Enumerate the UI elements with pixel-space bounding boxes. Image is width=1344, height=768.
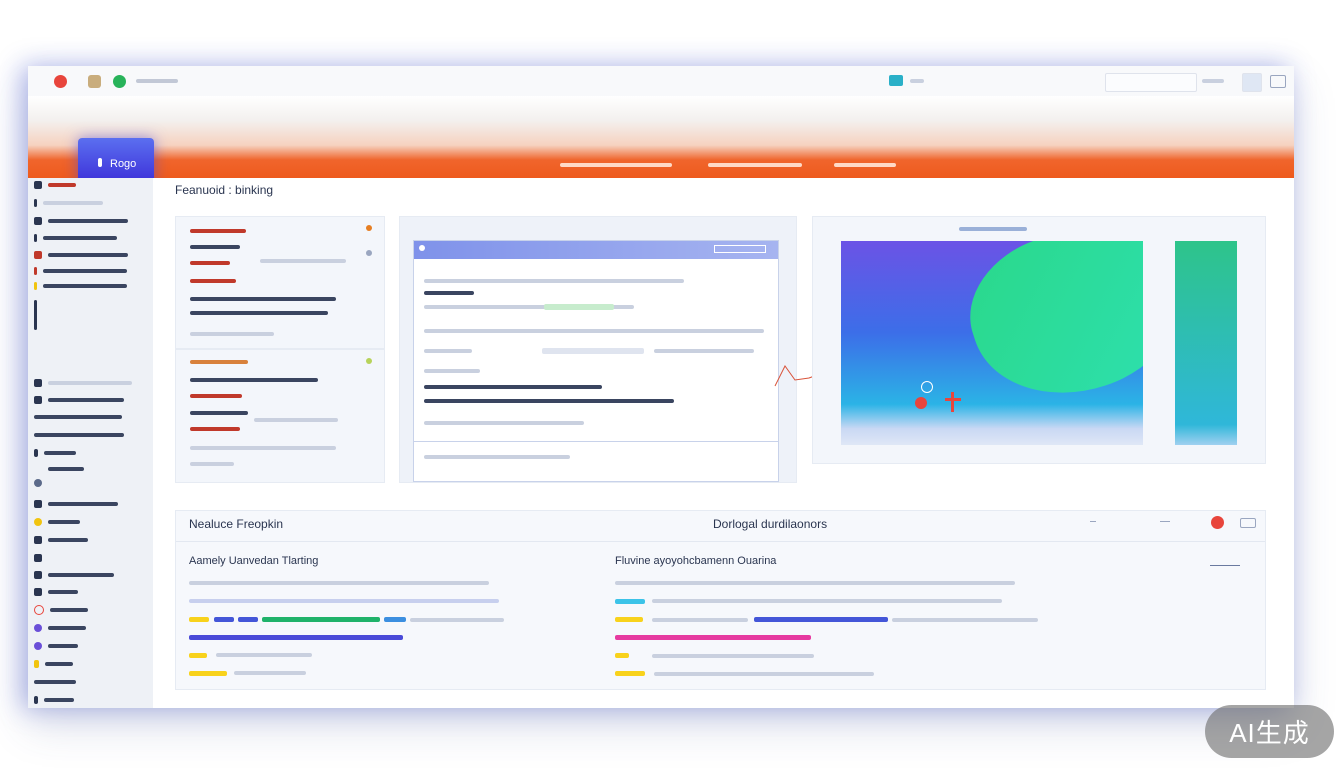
info-card-2[interactable] <box>175 349 385 483</box>
legend-bar <box>189 671 227 676</box>
chart-section-title: Aamely Uanvedan Tlarting <box>189 555 319 567</box>
legend-bar <box>238 617 258 622</box>
gradient-image <box>841 241 1143 445</box>
document-window[interactable] <box>413 240 779 482</box>
title-bar <box>28 66 1294 97</box>
progress-bar-indigo <box>754 617 888 622</box>
sidebar-item-20[interactable] <box>34 568 114 582</box>
sidebar-item-6[interactable] <box>34 264 127 278</box>
sidebar-item-4[interactable] <box>34 231 117 245</box>
logo-button[interactable]: Rogo <box>78 138 154 184</box>
bottom-section: Nealuce Freopkin Dorlogal durdilaonors A… <box>175 510 1266 690</box>
sidebar-item-15[interactable] <box>34 476 42 490</box>
green-dot-icon[interactable] <box>113 75 126 88</box>
close-dot-icon[interactable] <box>54 75 67 88</box>
sidebar-item-24[interactable] <box>34 639 78 653</box>
sidebar-item-5[interactable] <box>34 248 128 262</box>
progress-bar-magenta <box>615 635 811 640</box>
minimize-icon[interactable] <box>1160 521 1170 522</box>
settings-icon[interactable] <box>1270 75 1286 88</box>
info-card-1[interactable] <box>175 216 385 349</box>
legend-bar <box>189 617 209 622</box>
sidebar-item-9[interactable] <box>34 376 132 390</box>
sidebar-item-16[interactable] <box>34 497 118 511</box>
status-dot-icon <box>366 358 372 364</box>
account-label <box>1202 79 1224 83</box>
document-toolbar[interactable] <box>714 245 766 253</box>
legend-bar <box>189 653 207 658</box>
tripod-icon <box>951 392 954 412</box>
sidebar-item-27[interactable] <box>34 693 74 707</box>
sidebar-item-22[interactable] <box>34 603 88 617</box>
sidebar-item-18[interactable] <box>34 533 88 547</box>
legend-bar <box>214 617 234 622</box>
right-section-title: Fluvine ayoyohcbamenn Ouarina <box>615 555 777 567</box>
legend-bar <box>615 671 645 676</box>
progress-bar-blue <box>189 635 403 640</box>
legend-bar <box>615 653 629 658</box>
bottom-left-title: Nealuce Freopkin <box>189 517 284 531</box>
bottom-center-title: Dorlogal durdilaonors <box>713 517 828 531</box>
plant-icon <box>34 181 42 189</box>
sidebar-item-10[interactable] <box>34 393 124 407</box>
sidebar-item-25[interactable] <box>34 657 73 671</box>
sidebar-item-23[interactable] <box>34 621 86 635</box>
collapse-icon[interactable] <box>1090 521 1096 522</box>
mic-icon <box>98 158 102 167</box>
target-circle-icon <box>921 381 933 393</box>
blob-shape <box>951 241 1143 420</box>
expand-icon[interactable] <box>1240 518 1256 528</box>
sidebar-item-26[interactable] <box>34 675 76 689</box>
app-window: Rogo Feanuoid : binking <box>28 66 1294 708</box>
sidebar-item-7[interactable] <box>34 279 127 293</box>
side-image <box>1175 241 1237 445</box>
chat-icon[interactable] <box>889 75 903 86</box>
logo-label: Rogo <box>110 158 137 170</box>
sort-icon[interactable] <box>1210 557 1240 566</box>
record-icon[interactable] <box>1211 516 1224 529</box>
sidebar-item-17[interactable] <box>34 515 80 529</box>
watermark-badge: AI生成 <box>1205 705 1334 758</box>
sidebar-item-12[interactable] <box>34 428 124 442</box>
document-titlebar <box>414 241 778 259</box>
sidebar-item-11[interactable] <box>34 410 122 424</box>
app-title <box>136 79 178 83</box>
sidebar-item-21[interactable] <box>34 585 78 599</box>
status-dot-icon <box>366 225 372 231</box>
legend-bar <box>615 617 643 622</box>
pin-icon[interactable] <box>915 397 927 409</box>
chat-label <box>910 79 924 83</box>
sidebar-item-3[interactable] <box>34 214 128 228</box>
progress-bar-green <box>262 617 380 622</box>
main-content: Feanuoid : binking <box>153 178 1294 708</box>
sidebar-item-2[interactable] <box>34 196 103 210</box>
search-input[interactable] <box>1105 73 1197 92</box>
folder-icon[interactable] <box>88 75 101 88</box>
sidebar-item-14[interactable] <box>34 462 84 476</box>
sidebar-item-13[interactable] <box>34 446 76 460</box>
page-title: Feanuoid : binking <box>175 183 274 197</box>
sidebar-item-19[interactable] <box>34 551 42 565</box>
legend-bar <box>384 617 406 622</box>
status-dot-icon <box>366 250 372 256</box>
document-menu-icon[interactable] <box>419 245 425 251</box>
window-icon[interactable] <box>1242 73 1262 92</box>
image-preview-card[interactable] <box>812 216 1266 464</box>
sidebar-item-8[interactable] <box>34 300 37 330</box>
sidebar <box>28 178 154 708</box>
legend-bar <box>615 599 645 604</box>
sidebar-item-1[interactable] <box>34 178 76 192</box>
